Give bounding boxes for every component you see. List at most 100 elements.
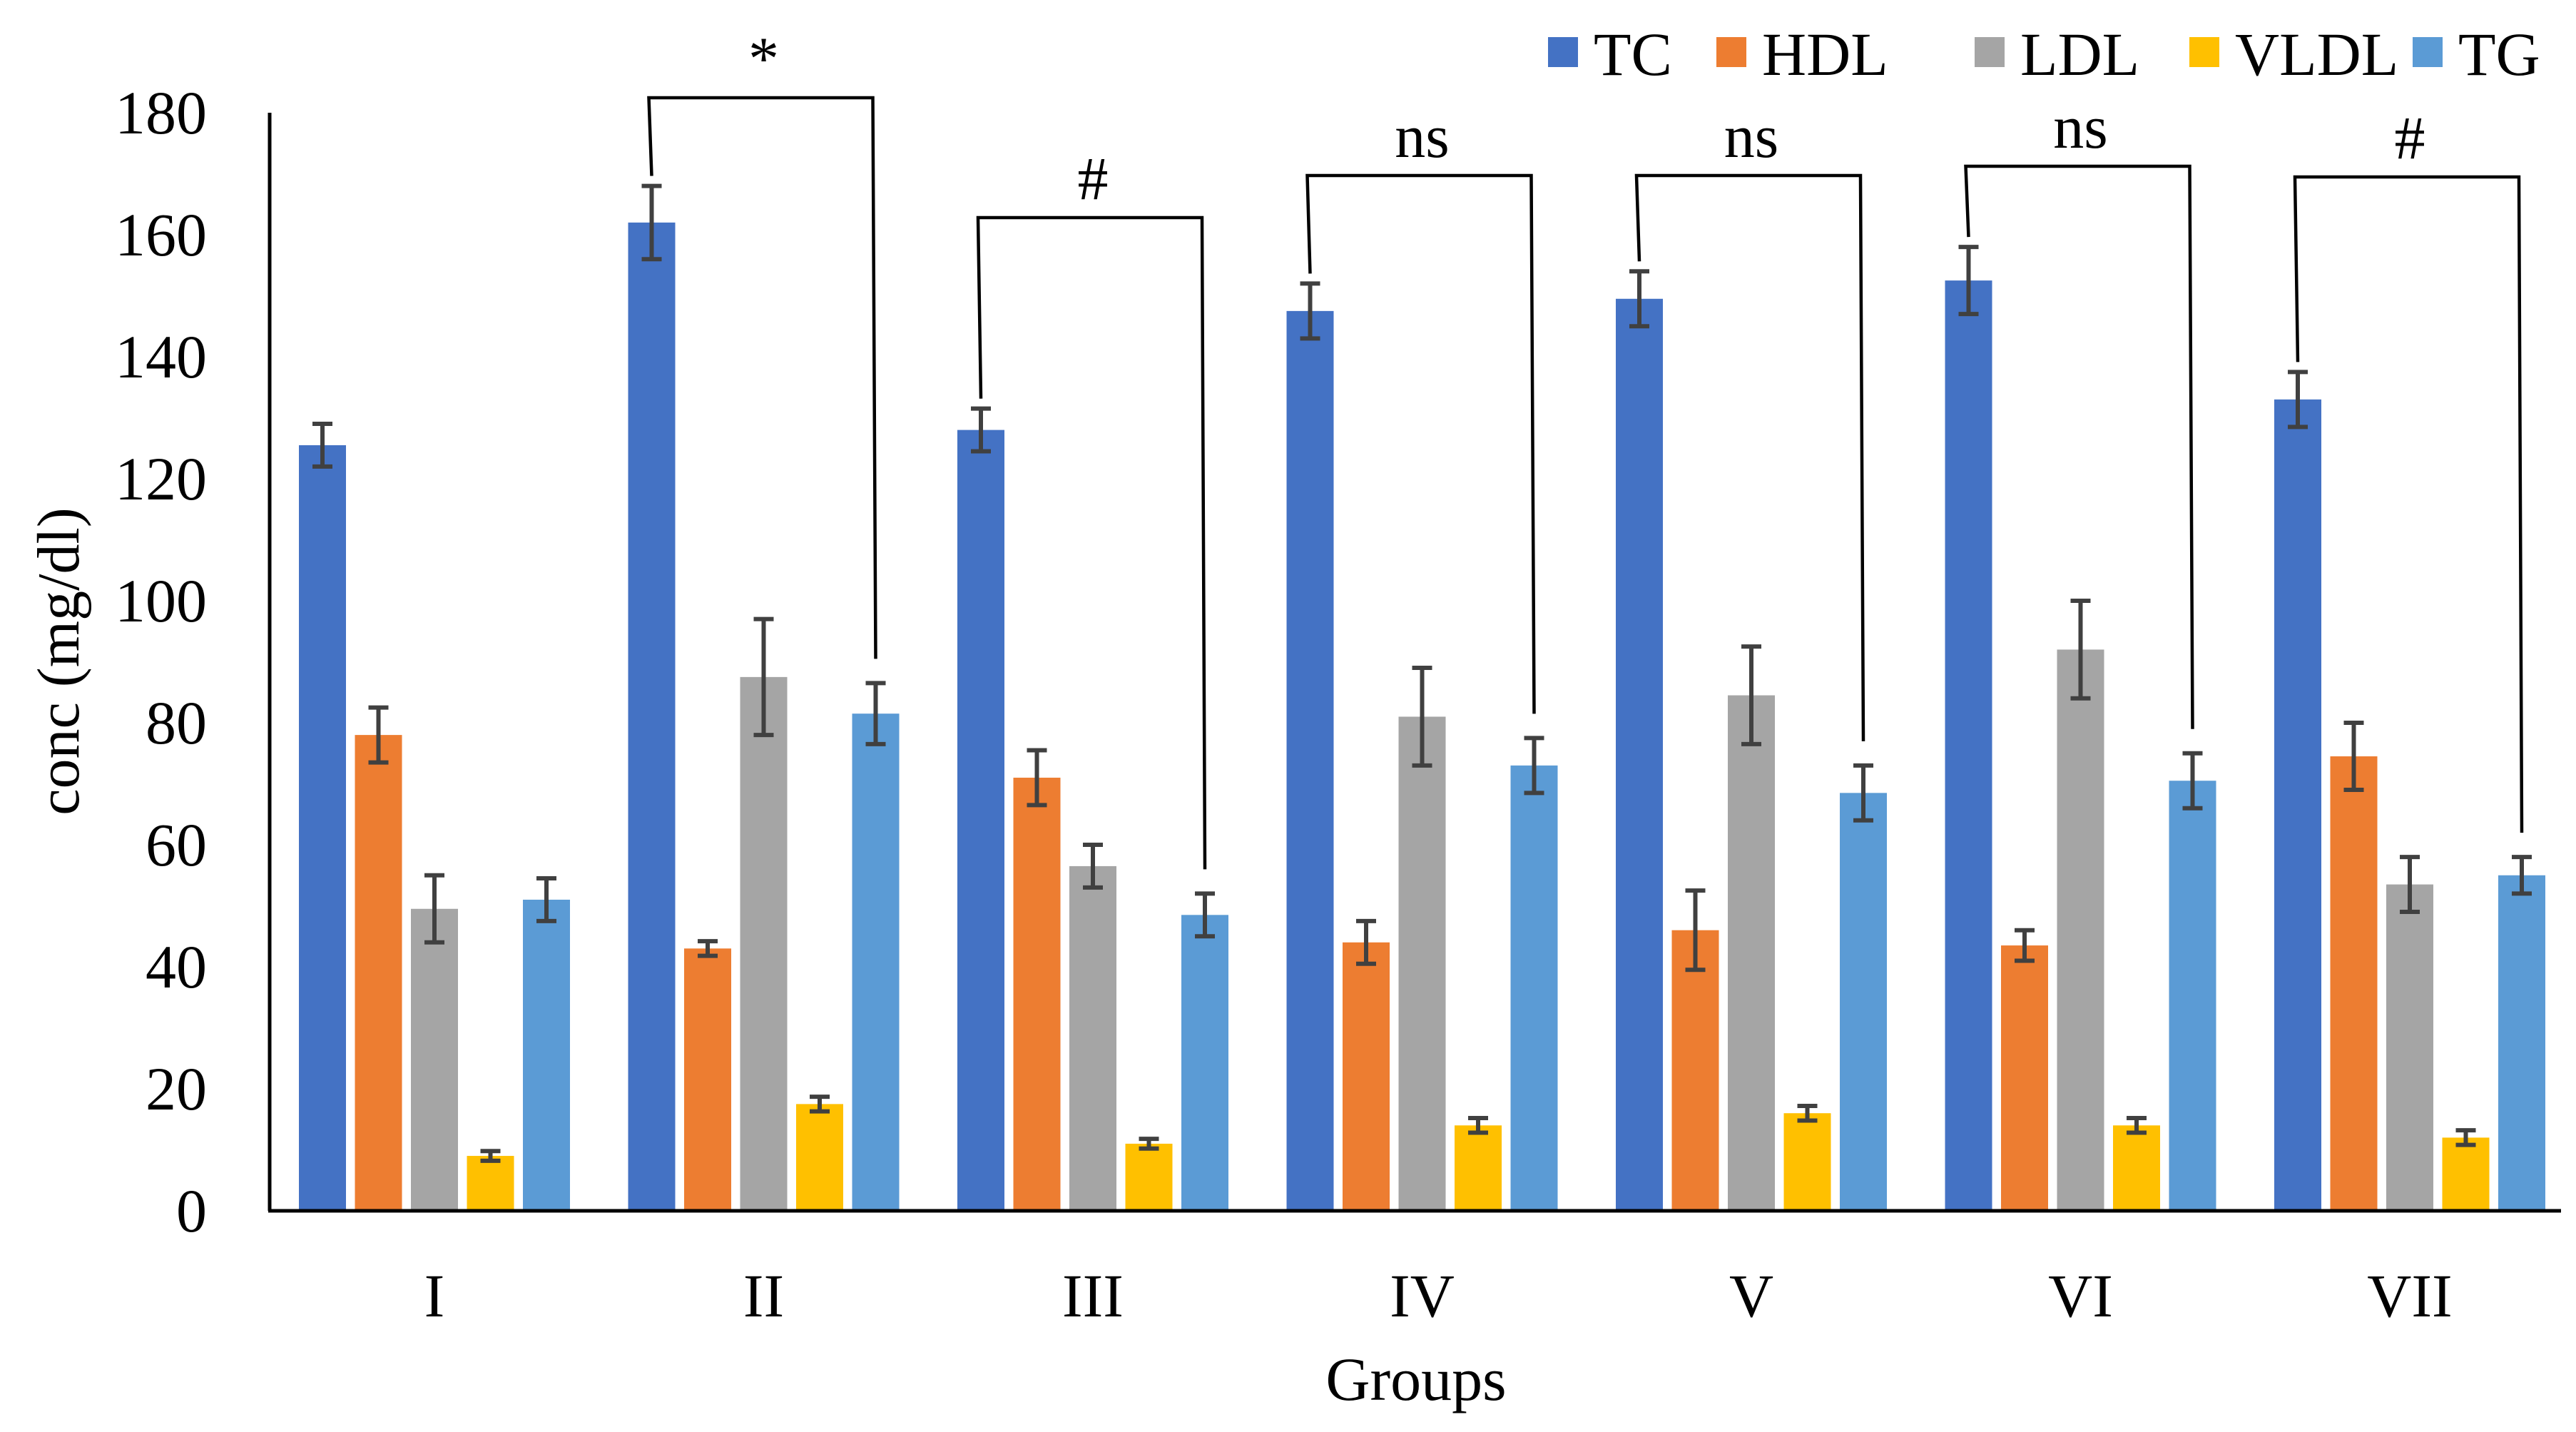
bar [1286, 310, 1334, 1211]
bar [684, 948, 731, 1211]
bar [467, 1156, 514, 1211]
y-tick-label: 160 [115, 200, 207, 269]
error-bar [753, 616, 774, 738]
bar [299, 445, 346, 1211]
error-bar [2070, 599, 2091, 701]
legend-swatch [2413, 37, 2443, 67]
error-bar [2512, 855, 2532, 896]
bar [1343, 942, 1390, 1211]
bar-group [1945, 245, 2216, 1211]
error-bar [1797, 1103, 1818, 1123]
y-tick-label: 20 [146, 1055, 207, 1123]
bar [1013, 777, 1061, 1211]
error-bar [312, 422, 332, 469]
error-bar [2400, 855, 2420, 915]
bar [1783, 1113, 1831, 1211]
y-tick-label: 80 [146, 689, 207, 757]
x-category-labels: I II III IV V VI VII [424, 1261, 2453, 1330]
error-bar [1958, 245, 1979, 317]
bar [1181, 915, 1228, 1211]
y-tick-label: 40 [146, 933, 207, 1001]
significance-bracket: # [2293, 103, 2524, 833]
legend-item: TC [1548, 20, 1672, 88]
legend-item: VLDL [2189, 20, 2398, 88]
error-bar [2288, 370, 2308, 430]
bar [2057, 649, 2104, 1211]
legend-label: TC [1594, 20, 1672, 88]
bar [2498, 875, 2545, 1211]
error-bar [865, 681, 886, 746]
significance-label: ns [1395, 102, 1449, 171]
error-bar [1685, 888, 1706, 973]
error-bar [2015, 928, 2035, 963]
bar [1945, 280, 1992, 1211]
x-category-label: II [743, 1261, 784, 1330]
y-tick-label: 180 [115, 78, 207, 147]
significance-label: * [748, 24, 779, 93]
error-bar [698, 939, 718, 958]
plot-area [299, 183, 2545, 1211]
y-tick-label: 140 [115, 323, 207, 391]
bar [796, 1104, 843, 1211]
legend-item: HDL [1716, 20, 1888, 88]
bar [1455, 1125, 1502, 1211]
x-category-label: V [1729, 1261, 1773, 1330]
bar [1616, 298, 1663, 1211]
bar [2001, 945, 2048, 1211]
bar [2442, 1137, 2490, 1211]
x-category-label: III [1062, 1261, 1124, 1330]
legend-label: LDL [2020, 20, 2139, 88]
error-bar [1468, 1116, 1488, 1135]
x-category-label: VII [2367, 1261, 2452, 1330]
significance-bracket: * [647, 24, 877, 659]
error-bar [424, 873, 444, 945]
legend-item: TG [2413, 20, 2540, 88]
bar [1069, 865, 1116, 1211]
legend-label: HDL [1762, 20, 1888, 88]
legend-swatch [1716, 37, 1746, 67]
error-bar [2343, 721, 2364, 793]
error-bar [1356, 918, 1376, 966]
error-bar [480, 1149, 501, 1163]
bar [2330, 756, 2378, 1211]
error-bar [1412, 666, 1432, 768]
legend-swatch [2189, 37, 2219, 67]
bar-group [2274, 370, 2545, 1211]
error-bar [971, 406, 991, 454]
error-bar [641, 183, 662, 262]
error-bar [1741, 644, 1761, 746]
bar [740, 676, 788, 1211]
bar [1728, 695, 1775, 1211]
bar-group [299, 422, 570, 1211]
legend-swatch [1975, 37, 2005, 67]
bar [2386, 884, 2433, 1211]
y-tick-label: 60 [146, 811, 207, 879]
bar [2169, 781, 2216, 1211]
significance-bracket: ns [1305, 102, 1536, 714]
error-bar [810, 1095, 830, 1114]
x-axis-label: Groups [1325, 1345, 1506, 1413]
error-bar [2455, 1128, 2476, 1147]
significance-label: # [2395, 103, 2425, 172]
bar-group [1616, 269, 1887, 1211]
error-bar [1139, 1137, 1159, 1151]
significance-label: # [1078, 144, 1109, 213]
x-category-label: VI [2048, 1261, 2113, 1330]
significance-annotations: * # ns ns ns # [647, 24, 2524, 870]
x-category-label: I [424, 1261, 445, 1330]
bar-group [957, 406, 1228, 1211]
bar [411, 908, 458, 1211]
bar [523, 899, 570, 1211]
error-bar [1524, 736, 1544, 796]
error-bar [1853, 763, 1873, 823]
bar [1398, 716, 1446, 1211]
legend-item: LDL [1975, 20, 2139, 88]
legend-label: VLDL [2235, 20, 2398, 88]
legend-label: TG [2458, 20, 2540, 88]
legend-swatch [1548, 37, 1578, 67]
error-bar [2127, 1116, 2147, 1135]
significance-bracket: # [976, 144, 1207, 870]
error-bar [536, 876, 556, 923]
error-bar [1195, 891, 1215, 939]
